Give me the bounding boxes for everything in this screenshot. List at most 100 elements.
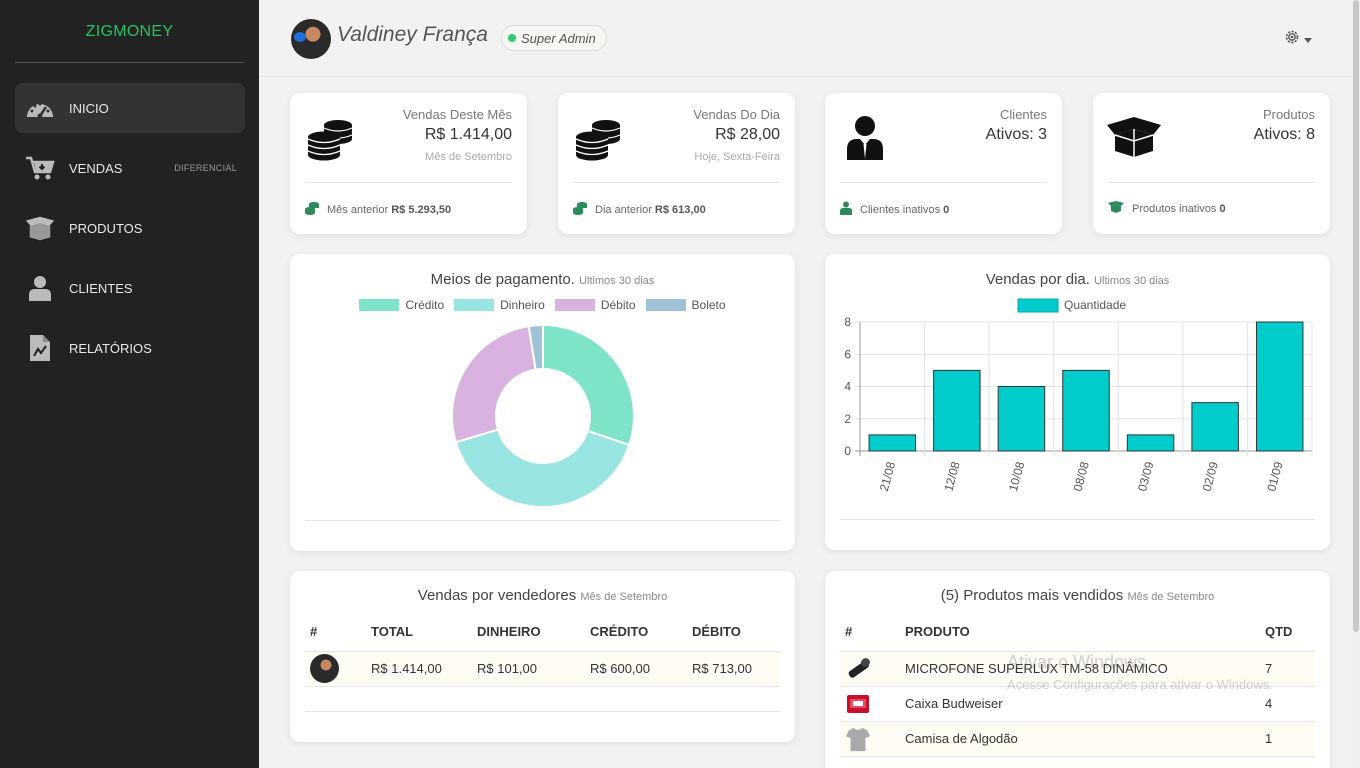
sidebar-item-label: INICIO bbox=[69, 100, 109, 116]
stat-value: Ativos: 8 bbox=[1253, 126, 1315, 143]
divider bbox=[305, 711, 780, 712]
debit-cell: R$ 713,00 bbox=[687, 651, 780, 687]
role-label: Super Admin bbox=[521, 30, 596, 46]
product-qty-cell: 7 bbox=[1260, 651, 1315, 687]
donut-slice[interactable] bbox=[454, 428, 631, 508]
gear-icon bbox=[1284, 29, 1300, 50]
sidebar-item-vendas[interactable]: VENDAS DIFERENCIAL bbox=[15, 143, 245, 193]
divider bbox=[840, 182, 1047, 183]
stat-footer: Mês anterior R$ 5.293,50 bbox=[305, 201, 451, 218]
total-cell: R$ 1.414,00 bbox=[366, 651, 472, 687]
stat-value: R$ 1.414,00 bbox=[424, 126, 512, 143]
legend-item[interactable]: Dinheiro bbox=[454, 298, 545, 312]
product-name-cell: Camisa de Algodão bbox=[900, 721, 1260, 757]
chart-subtitle: Ultimos 30 dias bbox=[1094, 275, 1170, 287]
x-tick-label: 03/09 bbox=[1135, 460, 1156, 493]
settings-dropdown[interactable] bbox=[1284, 29, 1312, 50]
legend-item[interactable]: Quantidade bbox=[1017, 298, 1126, 313]
table-row[interactable]: MICROFONE SUPERLUX TM-58 DINÂMICO 7 bbox=[840, 651, 1315, 687]
legend-swatch bbox=[1017, 298, 1059, 313]
stat-title: Vendas Deste Mês bbox=[402, 107, 512, 122]
microphone-icon bbox=[845, 656, 871, 682]
scrollbar-thumb[interactable] bbox=[1353, 0, 1359, 632]
divider bbox=[305, 520, 780, 521]
divider bbox=[573, 182, 780, 183]
donut-slice[interactable] bbox=[542, 323, 635, 447]
table-subtitle: Mês de Setembro bbox=[1127, 591, 1215, 603]
table-row[interactable]: Caixa Budweiser 4 bbox=[840, 686, 1315, 722]
cart-icon bbox=[25, 153, 55, 183]
column-header: DINHEIRO bbox=[472, 613, 585, 652]
x-tick-label: 12/08 bbox=[941, 460, 962, 493]
cash-cell: R$ 101,00 bbox=[472, 651, 585, 687]
product-thumb-cell bbox=[840, 651, 900, 687]
bar[interactable] bbox=[1126, 434, 1175, 452]
sidebar-item-produtos[interactable]: PRODUTOS bbox=[15, 203, 245, 253]
legend-item[interactable]: Crédito bbox=[359, 298, 444, 312]
stat-foot-value: 0 bbox=[1219, 202, 1226, 215]
column-header: CRÉDITO bbox=[585, 613, 687, 652]
bar[interactable] bbox=[1062, 369, 1110, 452]
column-header: # bbox=[840, 613, 900, 652]
beer-box-icon bbox=[845, 691, 871, 717]
avatar[interactable] bbox=[291, 19, 331, 59]
coins-small-icon bbox=[305, 201, 319, 218]
stat-foot-label: Clientes inativos bbox=[860, 203, 941, 216]
stat-value: Ativos: 3 bbox=[985, 126, 1047, 143]
column-header: DÉBITO bbox=[687, 613, 780, 652]
stat-foot-value: R$ 5.293,50 bbox=[391, 203, 452, 216]
sidebar: ZIGMONEY INICIO VENDAS DIFERENCIAL PRODU… bbox=[0, 0, 259, 768]
bar[interactable] bbox=[868, 434, 917, 452]
sidebar-item-clientes[interactable]: CLIENTES bbox=[15, 263, 245, 313]
legend-item[interactable]: Débito bbox=[554, 298, 636, 312]
legend-swatch bbox=[454, 299, 495, 311]
sales-per-day-card: Vendas por dia. Ultimos 30 dias Quantida… bbox=[825, 254, 1330, 550]
x-tick-label: 21/08 bbox=[877, 460, 898, 493]
avatar bbox=[310, 654, 339, 683]
stat-foot-label: Produtos inativos bbox=[1132, 202, 1217, 215]
donut-slice[interactable] bbox=[451, 324, 537, 444]
y-tick-label: 8 bbox=[844, 315, 851, 329]
credit-cell: R$ 600,00 bbox=[585, 651, 687, 687]
chart-title: Vendas por dia. Ultimos 30 dias bbox=[825, 271, 1330, 288]
product-name-cell: MICROFONE SUPERLUX TM-58 DINÂMICO bbox=[900, 651, 1260, 687]
dashboard-icon bbox=[25, 93, 55, 123]
table-row[interactable]: R$ 1.414,00 R$ 101,00 R$ 600,00 R$ 713,0… bbox=[305, 651, 780, 687]
bar[interactable] bbox=[1255, 321, 1304, 452]
column-header: # bbox=[305, 613, 366, 652]
table-title-text: (5) Produtos mais vendidos bbox=[940, 587, 1124, 604]
online-status-dot bbox=[508, 34, 516, 42]
table-row[interactable]: Camisa de Algodão 1 bbox=[840, 721, 1315, 757]
user-name: Valdiney França bbox=[337, 23, 488, 46]
donut-slice[interactable] bbox=[527, 323, 544, 371]
bar[interactable] bbox=[1191, 402, 1239, 452]
top-products-card: (5) Produtos mais vendidos Mês de Setemb… bbox=[825, 571, 1330, 768]
top-products-table: # PRODUTO QTD MICROFONE SUPERLUX TM-58 D… bbox=[840, 613, 1315, 757]
bar[interactable] bbox=[997, 386, 1046, 452]
vendor-avatar-cell bbox=[305, 651, 366, 687]
chart-subtitle: Ultimos 30 dias bbox=[579, 275, 655, 287]
legend-label: Quantidade bbox=[1064, 298, 1126, 312]
user-small-icon bbox=[840, 201, 852, 218]
product-thumb-cell bbox=[840, 721, 900, 757]
sidebar-item-relatorios[interactable]: RELATÓRIOS bbox=[15, 323, 245, 373]
stat-card-vendas-dia: Vendas Do Dia R$ 28,00 Hoje, Sexta-Feira… bbox=[558, 93, 795, 234]
sidebar-item-inicio[interactable]: INICIO bbox=[15, 83, 245, 133]
bar[interactable] bbox=[933, 369, 981, 452]
stat-footer: Dia anterior R$ 613,00 bbox=[573, 201, 706, 218]
stat-foot-value: R$ 613,00 bbox=[654, 203, 706, 216]
x-tick-label: 02/09 bbox=[1200, 460, 1221, 493]
brand-logo[interactable]: ZIGMONEY bbox=[15, 0, 244, 63]
legend-label: Débito bbox=[600, 298, 636, 312]
stat-foot-value: 0 bbox=[943, 203, 950, 216]
table-title-text: Vendas por vendedores bbox=[417, 587, 577, 604]
box-open-icon bbox=[25, 213, 55, 243]
page-scrollbar[interactable] bbox=[1352, 0, 1360, 768]
stat-title: Vendas Do Dia bbox=[693, 107, 780, 122]
legend-item[interactable]: Boleto bbox=[645, 298, 726, 312]
legend-swatch bbox=[359, 299, 400, 311]
table-subtitle: Mês de Setembro bbox=[580, 591, 668, 603]
user-icon bbox=[25, 273, 55, 303]
report-icon bbox=[25, 333, 55, 363]
sidebar-item-label: VENDAS bbox=[69, 160, 123, 176]
